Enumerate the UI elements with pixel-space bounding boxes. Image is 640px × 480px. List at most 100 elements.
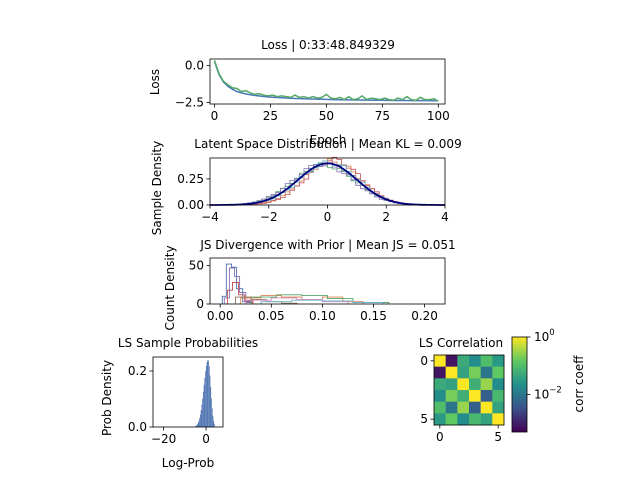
js-hist-series-2 (226, 282, 254, 304)
corr-cell (492, 401, 505, 414)
latent-xtick-label: 0 (324, 210, 332, 224)
logprob-plot-area (194, 360, 215, 427)
latent-panel: Latent Space Distribution | Mean KL = 0.… (150, 137, 462, 235)
latent-xtick-label: −2 (260, 210, 278, 224)
corr-cell (434, 355, 446, 367)
latent-y-ticks: 0.00 0.25 (177, 172, 210, 212)
corr-cell (457, 390, 470, 402)
logprob-bar (202, 398, 203, 427)
loss-xtick-label: 0 (211, 109, 219, 123)
logprob-bar (202, 391, 204, 427)
js-y-ticks: 0 50 (189, 259, 210, 311)
corr-cell (457, 366, 470, 379)
logprob-axes-frame (152, 356, 224, 428)
js-panel: JS Divergence with Prior | Mean JS = 0.0… (163, 238, 456, 331)
corr-cell (469, 366, 481, 379)
logprob-ytick-label: 0.2 (128, 364, 147, 378)
latent-series-3 (210, 156, 445, 206)
corr-y-ticks: 05 (420, 354, 434, 426)
latent-series-2 (209, 163, 445, 206)
logprob-bar (213, 420, 215, 427)
latent-series-0 (210, 161, 445, 206)
logprob-bar (206, 362, 208, 427)
corr-ytick-label: 5 (420, 412, 428, 426)
corr-cell (434, 378, 446, 391)
corr-cell (434, 401, 446, 414)
logprob-bar (195, 425, 197, 427)
loss-xtick-label: 75 (375, 109, 390, 123)
logprob-bar (214, 423, 215, 427)
corr-cell (480, 366, 493, 379)
corr-title: LS Correlation (419, 336, 503, 350)
corr-xtick-label: 0 (436, 430, 444, 444)
js-x-ticks: 0.00 0.05 0.10 0.15 0.20 (207, 304, 438, 323)
corr-cell (492, 366, 505, 379)
corr-cell (445, 378, 458, 391)
corr-cell (480, 413, 493, 426)
loss-x-ticks: 0 25 50 75 100 (211, 104, 450, 123)
corr-cell (469, 378, 481, 391)
corr-cell (457, 378, 470, 391)
corr-colorbar-label: corr coeff (572, 355, 586, 413)
logprob-xtick-label: −20 (151, 432, 176, 446)
js-ytick-label: 0 (196, 297, 204, 311)
logprob-bar (211, 398, 212, 427)
logprob-bar (197, 424, 198, 427)
loss-x-label: Epoch (310, 133, 347, 147)
logprob-bar (200, 410, 202, 427)
logprob-bar (210, 387, 212, 427)
logprob-title: LS Sample Probabilities (118, 336, 258, 350)
corr-colorbar-tick-label: 10−2 (534, 386, 562, 402)
loss-title: Loss | 0:33:48.849329 (261, 38, 395, 52)
corr-cell (492, 413, 505, 426)
corr-cell (445, 401, 458, 414)
corr-cell (492, 390, 505, 402)
js-xtick-label: 0.15 (360, 309, 387, 323)
corr-cell (469, 401, 481, 414)
logprob-bar (212, 415, 214, 427)
corr-axes-frame (433, 354, 505, 426)
corr-cell (480, 378, 493, 391)
corr-ytick-label: 0 (420, 354, 428, 368)
corr-cell (480, 401, 493, 414)
loss-plot-area (213, 60, 439, 102)
js-hist-series-0 (221, 263, 252, 304)
loss-ytick-label: 0.0 (185, 59, 204, 73)
js-hist-series-6 (245, 297, 349, 304)
js-xtick-label: 0.05 (258, 309, 285, 323)
logprob-bar (201, 404, 203, 427)
latent-xtick-label: 4 (441, 210, 449, 224)
logprob-bar (205, 371, 206, 427)
logprob-bar (207, 360, 209, 427)
latent-y-label: Sample Density (150, 141, 164, 235)
latent-plot-area (209, 156, 445, 206)
corr-cell (469, 390, 481, 402)
corr-colorbar (511, 336, 528, 433)
corr-cell (469, 355, 481, 367)
loss-y-label: Loss (148, 69, 162, 95)
js-xtick-label: 0.20 (411, 309, 438, 323)
loss-y-ticks: 0.0 −2.5 (175, 59, 210, 110)
logprob-bar (198, 420, 200, 427)
js-y-label: Count Density (163, 245, 177, 330)
logprob-bar (199, 414, 201, 427)
js-xtick-label: 0.00 (207, 309, 234, 323)
corr-xtick-label: 5 (494, 430, 502, 444)
logprob-y-ticks: 0.0 0.2 (128, 364, 153, 434)
logprob-bar (203, 384, 205, 427)
logprob-bar (204, 377, 206, 427)
logprob-x-ticks: −20 0 (151, 427, 210, 446)
latent-series-4 (210, 162, 445, 206)
loss-axes-frame (209, 58, 446, 105)
logprob-x-label: Log-Prob (162, 456, 214, 470)
loss-xtick-label: 100 (427, 109, 450, 123)
logprob-ytick-label: 0.0 (128, 420, 147, 434)
loss-ytick-label: −2.5 (175, 96, 204, 110)
js-plot-area (221, 263, 390, 304)
corr-cell (492, 355, 505, 367)
corr-heatmap (434, 355, 505, 426)
loss-xtick-label: 50 (319, 109, 334, 123)
